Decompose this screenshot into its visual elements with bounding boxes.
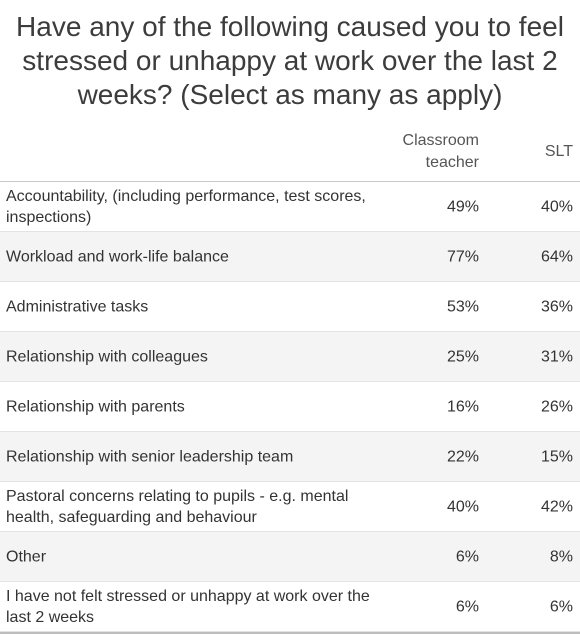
row-label: I have not felt stressed or unhappy at w…	[6, 587, 370, 626]
table-row: I have not felt stressed or unhappy at w…	[0, 582, 580, 632]
value-classroom-teacher: 40%	[446, 498, 479, 515]
table-row: Accountability, (including performance, …	[0, 182, 580, 232]
value-classroom-teacher: 22%	[446, 448, 479, 465]
row-label: Accountability, (including performance, …	[6, 187, 366, 226]
row-label: Other	[6, 548, 47, 565]
column-header-slt: SLT	[544, 143, 573, 160]
row-label: Relationship with colleagues	[6, 348, 208, 365]
table-header: Classroom teacher SLT	[0, 130, 580, 182]
row-label: Relationship with senior leadership team	[6, 448, 294, 465]
value-slt: 6%	[549, 598, 573, 615]
value-slt: 8%	[549, 548, 573, 565]
value-classroom-teacher: 6%	[455, 598, 479, 615]
value-classroom-teacher: 6%	[455, 548, 479, 565]
table-body: Accountability, (including performance, …	[0, 182, 580, 634]
row-label: Pastoral concerns relating to pupils - e…	[6, 487, 349, 526]
table-row: Workload and work-life balance 77% 64%	[0, 232, 580, 282]
value-slt: 31%	[540, 348, 573, 365]
table-row: Relationship with colleagues 25% 31%	[0, 332, 580, 382]
row-label: Workload and work-life balance	[6, 248, 229, 265]
value-slt: 40%	[540, 198, 573, 215]
table-bottom-rule	[0, 632, 580, 634]
table-row: Relationship with senior leadership team…	[0, 432, 580, 482]
value-slt: 64%	[540, 248, 573, 265]
table-row: Administrative tasks 53% 36%	[0, 282, 580, 332]
row-label: Relationship with parents	[6, 398, 185, 415]
value-classroom-teacher: 25%	[446, 348, 479, 365]
value-classroom-teacher: 53%	[446, 298, 479, 315]
table-row: Pastoral concerns relating to pupils - e…	[0, 482, 580, 532]
column-header-classroom-teacher: Classroom teacher	[402, 132, 479, 171]
chart-title: Have any of the following caused you to …	[16, 11, 564, 110]
value-slt: 36%	[540, 298, 573, 315]
value-slt: 15%	[540, 448, 573, 465]
value-classroom-teacher: 16%	[446, 398, 479, 415]
table-row: Relationship with parents 16% 26%	[0, 382, 580, 432]
value-slt: 42%	[540, 498, 573, 515]
value-classroom-teacher: 49%	[446, 198, 479, 215]
table-row: Other 6% 8%	[0, 532, 580, 582]
value-slt: 26%	[540, 398, 573, 415]
results-table: Classroom teacher SLT Accountability, (i…	[0, 130, 580, 634]
row-label: Administrative tasks	[6, 298, 149, 315]
value-classroom-teacher: 77%	[446, 248, 479, 265]
